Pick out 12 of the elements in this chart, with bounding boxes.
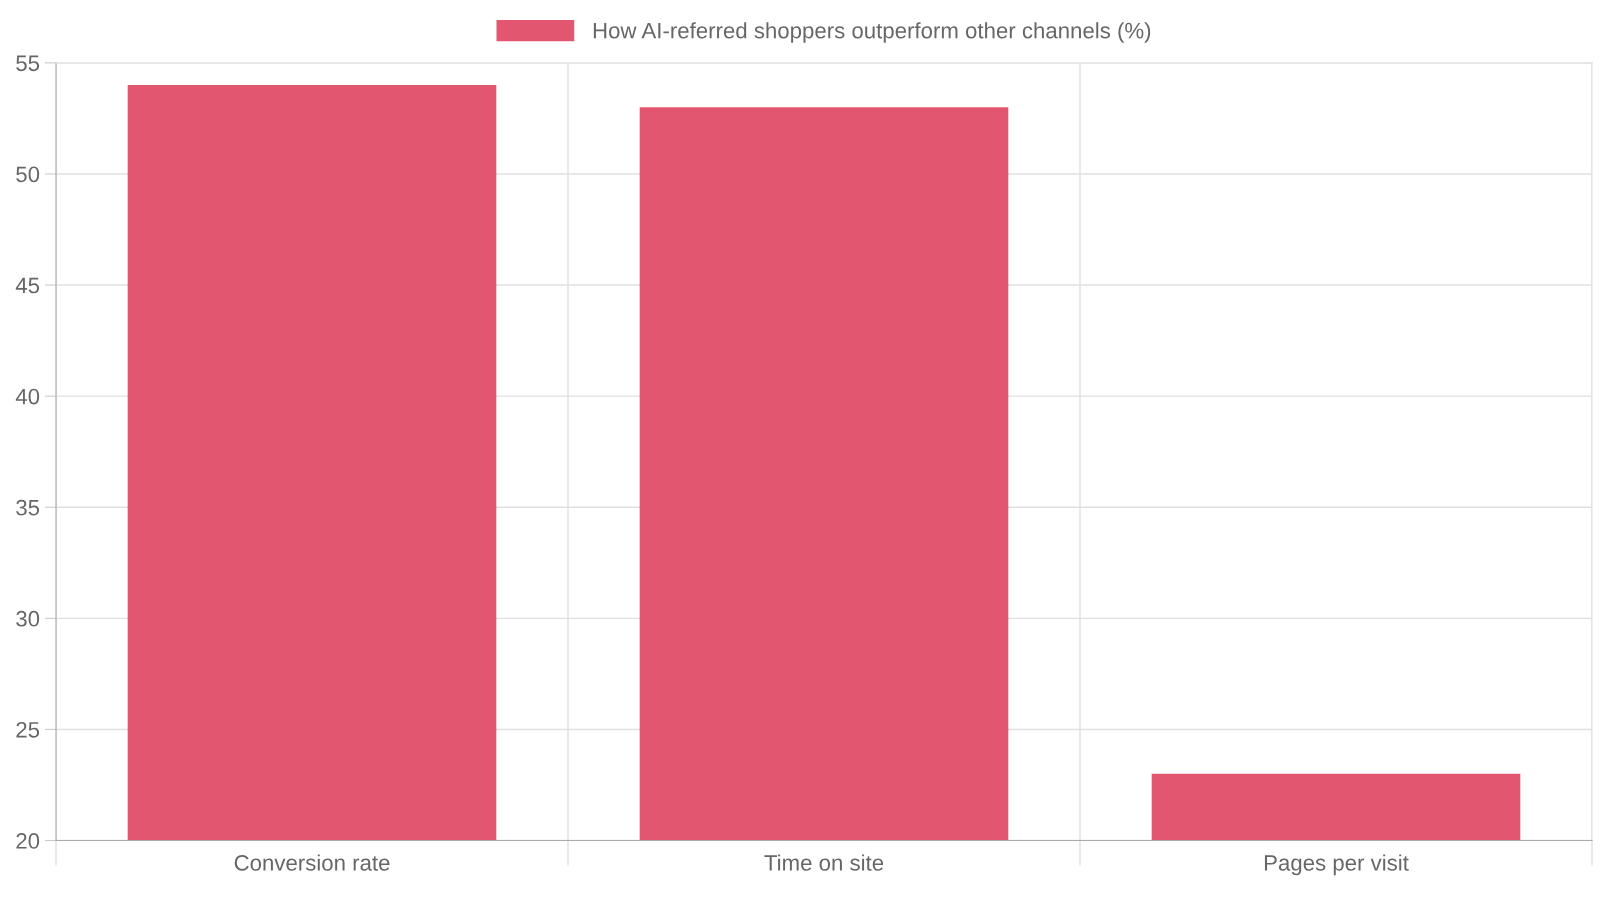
y-tick-label: 20 (16, 833, 40, 849)
y-tick-label: 55 (16, 55, 40, 72)
y-tick-label: 35 (16, 499, 40, 516)
legend-label: How AI-referred shoppers outperform other channels (%) (593, 22, 1151, 43)
x-tick-label: Pages per visit (1264, 854, 1409, 876)
x-tick-label: Time on site (764, 854, 884, 871)
y-tick-label: 25 (16, 721, 40, 738)
y-tick-label: 30 (16, 610, 40, 627)
y-tick-label: 40 (15, 388, 40, 405)
y-tick-label: 45 (15, 277, 40, 294)
x-tick-label: Conversion rate (234, 854, 390, 871)
y-tick-label: 50 (16, 166, 40, 183)
